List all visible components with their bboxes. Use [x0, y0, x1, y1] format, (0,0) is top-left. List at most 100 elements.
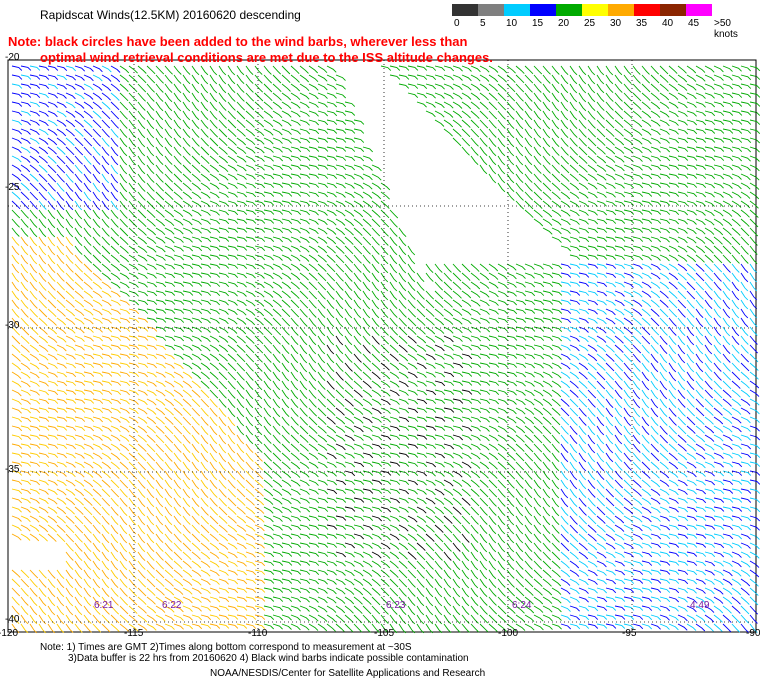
wind-barb	[560, 344, 571, 351]
wind-barb	[614, 335, 624, 344]
wind-barb	[380, 263, 389, 274]
wind-barb	[308, 182, 320, 188]
wind-barb	[146, 290, 158, 297]
wind-barb	[236, 326, 247, 335]
wind-barb	[74, 389, 86, 395]
wind-barb	[209, 362, 219, 371]
wind-barb	[29, 74, 41, 80]
wind-barb	[83, 326, 94, 333]
wind-barb	[227, 83, 236, 94]
wind-barb	[389, 335, 399, 345]
wind-barb	[20, 182, 30, 191]
wind-barb	[38, 191, 47, 201]
wind-barb	[47, 335, 58, 344]
wind-barb	[290, 335, 299, 346]
wind-barb	[254, 380, 263, 391]
wind-barb	[560, 92, 569, 103]
wind-barb	[569, 83, 578, 94]
wind-barb	[65, 209, 74, 220]
wind-barb	[659, 83, 669, 92]
wind-barb	[632, 353, 641, 363]
wind-barb	[668, 380, 677, 391]
wind-barb	[614, 191, 626, 198]
wind-barb	[173, 281, 185, 287]
wind-barb	[704, 245, 714, 254]
wind-barb	[29, 92, 41, 99]
wind-barb	[443, 110, 454, 118]
wind-barb	[209, 110, 218, 120]
wind-barb	[470, 83, 481, 91]
wind-barb	[488, 317, 500, 324]
wind-barb	[38, 173, 48, 183]
wind-barb	[641, 182, 653, 188]
wind-barb	[371, 335, 380, 345]
wind-barb	[605, 353, 615, 362]
wind-barb	[56, 218, 65, 229]
wind-barb	[704, 263, 714, 273]
wind-barb	[452, 281, 462, 290]
wind-barb	[299, 182, 311, 188]
wind-barb	[236, 344, 246, 353]
wind-barb	[722, 164, 734, 171]
wind-barb	[137, 182, 146, 192]
wind-barb	[326, 236, 337, 245]
wind-barb	[56, 209, 65, 220]
wind-barb	[614, 272, 626, 279]
wind-barb	[668, 317, 677, 327]
wind-barb	[470, 101, 480, 110]
wind-barb	[173, 119, 182, 130]
wind-barb	[425, 353, 436, 361]
wind-barb	[398, 299, 407, 309]
wind-barb	[524, 272, 535, 279]
wind-barb	[398, 74, 410, 80]
wind-barb	[416, 290, 425, 300]
wind-barb	[650, 380, 659, 391]
wind-barb	[164, 227, 175, 235]
wind-barb	[524, 92, 533, 102]
wind-barb	[380, 290, 389, 301]
wind-barb	[749, 164, 760, 172]
wind-barb	[335, 164, 347, 171]
wind-barb	[578, 209, 589, 216]
wind-barb	[263, 110, 274, 119]
wind-barb	[92, 119, 102, 129]
wind-barb	[578, 137, 588, 147]
wind-barb	[209, 155, 219, 164]
wind-barb	[245, 254, 257, 261]
wind-barb	[200, 155, 210, 165]
wind-barb	[623, 326, 633, 335]
wind-barb	[371, 209, 381, 218]
wind-barb	[650, 254, 661, 261]
wind-barb	[326, 191, 337, 198]
wind-barb	[695, 209, 706, 216]
wind-barb	[299, 110, 310, 117]
wind-barb	[191, 128, 200, 138]
wind-barb	[605, 182, 616, 189]
wind-barb	[650, 191, 662, 197]
wind-barb	[290, 200, 302, 206]
wind-barb	[614, 65, 623, 76]
wind-barb	[740, 218, 750, 227]
wind-barb	[443, 74, 454, 81]
wind-barb	[677, 65, 687, 74]
wind-barb	[218, 353, 228, 362]
wind-barb	[641, 65, 650, 75]
wind-barb	[668, 371, 677, 382]
wind-barb	[506, 299, 518, 306]
wind-barb	[209, 308, 220, 315]
wind-barb	[29, 182, 39, 192]
wind-barb	[110, 326, 122, 333]
wind-barb	[677, 101, 688, 109]
wind-barb	[686, 74, 697, 82]
wind-barb	[470, 92, 481, 101]
wind-barb	[353, 245, 363, 255]
wind-barb	[146, 164, 155, 175]
wind-barb	[740, 254, 749, 264]
wind-barb	[209, 371, 219, 380]
wind-barb	[119, 101, 129, 111]
wind-barb	[479, 353, 491, 359]
wind-barb	[560, 209, 571, 217]
wind-barb	[128, 101, 137, 111]
wind-barb	[209, 389, 219, 399]
wind-barb	[713, 299, 722, 310]
